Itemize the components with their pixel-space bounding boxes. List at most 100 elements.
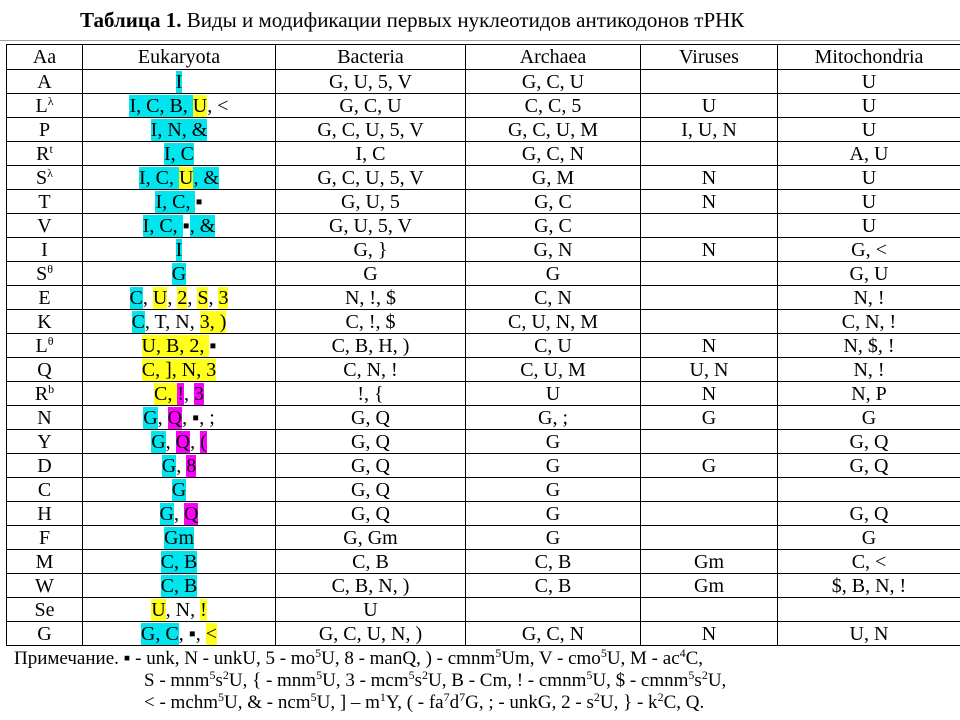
cell-archaea: C, U, M — [465, 357, 641, 382]
highlighted-segment: Q — [184, 502, 199, 525]
cell-eukaryota: I, C, U, & — [82, 165, 276, 190]
cell-archaea: G — [465, 525, 641, 550]
cell-mitochondria: G, Q — [777, 501, 960, 526]
cell-aa: I — [6, 237, 83, 262]
table-row: Lθ U, B, 2, ▪ C, B, H, ) C, U N N, $, ! — [6, 333, 960, 358]
aa-code: L — [35, 334, 48, 357]
cell-bacteria: G, Q — [275, 453, 466, 478]
plain-segment: ▪ — [182, 214, 190, 237]
aa-superscript: b — [48, 381, 55, 396]
plain-segment: , N, — [165, 598, 201, 621]
note-text: s — [215, 670, 223, 691]
nucleotide-table: Aa Eukaryota Bacteria Archaea Viruses Mi… — [6, 44, 960, 646]
cell-archaea: C, U, N, M — [465, 309, 641, 334]
cell-bacteria: G, C, U, N, ) — [275, 621, 466, 646]
cell-archaea: G — [465, 261, 641, 286]
note-text: < - mchm — [144, 692, 219, 713]
note-text: U, { - mnm — [228, 670, 317, 691]
plain-segment: , ▪, ; — [182, 406, 215, 429]
highlighted-segment: U — [151, 598, 166, 621]
highlighted-segment: C, ], N, 3 — [141, 358, 217, 381]
highlighted-segment: G — [171, 478, 187, 501]
cell-mitochondria: U — [777, 69, 960, 94]
aa-code: S — [36, 166, 48, 189]
note-line: Примечание. ▪ - unk, N - unkU, 5 - mo5U,… — [14, 647, 954, 670]
note-superscript: 5 — [209, 668, 216, 682]
cell-aa: W — [6, 573, 83, 598]
cell-mitochondria: U — [777, 165, 960, 190]
table-row: H G, Q G, Q G G, Q — [6, 501, 960, 526]
aa-superscript: λ — [47, 165, 53, 180]
note-label: Примечание. — [14, 648, 119, 669]
plain-segment: , — [165, 430, 176, 453]
plain-segment: , — [176, 454, 187, 477]
aa-superscript: t — [49, 141, 53, 156]
plain-segment: , T, N, — [144, 310, 200, 333]
note-superscript: 5 — [586, 668, 593, 682]
cell-bacteria: G, U, 5, V — [275, 69, 466, 94]
table-row: Se U, N, ! U — [6, 597, 960, 622]
header-viruses: Viruses — [640, 44, 778, 70]
note-superscript: 5 — [688, 668, 695, 682]
cell-archaea: G — [465, 453, 641, 478]
cell-mitochondria — [777, 597, 960, 622]
plain-segment: ▪ — [209, 334, 217, 357]
cell-eukaryota: C, B — [82, 573, 276, 598]
cell-viruses — [640, 477, 778, 502]
cell-eukaryota: G — [82, 477, 276, 502]
aa-code: N — [37, 406, 52, 429]
cell-bacteria: N, !, $ — [275, 285, 466, 310]
table-row: D G, 8 G, Q G G G, Q — [6, 453, 960, 478]
cell-viruses: Gm — [640, 549, 778, 574]
highlighted-segment: C — [131, 310, 145, 333]
aa-code: H — [37, 502, 52, 525]
table-row: K C, T, N, 3, ) C, !, $ C, U, N, M C, N, ! — [6, 309, 960, 334]
cell-archaea: C, B — [465, 573, 641, 598]
table-number: Таблица 1. — [80, 8, 182, 32]
cell-viruses: N — [640, 237, 778, 262]
highlighted-segment: < — [205, 622, 218, 645]
cell-bacteria: U — [275, 597, 466, 622]
cell-aa: F — [6, 525, 83, 550]
cell-viruses: N — [640, 165, 778, 190]
highlighted-segment: C, B — [160, 574, 198, 597]
highlighted-segment: S — [197, 286, 209, 309]
cell-mitochondria: G, Q — [777, 453, 960, 478]
table-row: Rt I, C I, C G, C, N A, U — [6, 141, 960, 166]
plain-segment: , — [208, 286, 219, 309]
aa-code: P — [38, 118, 51, 141]
aa-superscript: λ — [47, 93, 54, 108]
cell-viruses: U — [640, 93, 778, 118]
note-text: U, — [707, 670, 727, 691]
table-caption: Таблица 1. Виды и модификации первых нук… — [0, 0, 960, 44]
aa-code: W — [35, 574, 54, 597]
cell-archaea — [465, 597, 641, 622]
highlighted-segment: I, N, & — [150, 118, 208, 141]
cell-viruses: Gm — [640, 573, 778, 598]
note-superscript: 2 — [593, 690, 600, 704]
cell-aa: T — [6, 189, 83, 214]
highlighted-segment: G — [159, 502, 174, 525]
note-superscript: 1 — [379, 690, 386, 704]
aa-code: K — [37, 310, 52, 333]
highlighted-segment: 3 — [218, 286, 229, 309]
note-text: G, ; - unkG, 2 - s — [465, 692, 594, 713]
cell-aa: G — [6, 621, 83, 646]
table-row: F Gm G, Gm G G — [6, 525, 960, 550]
note-superscript: 5 — [218, 690, 225, 704]
cell-viruses: N — [640, 381, 778, 406]
cell-eukaryota: I, C — [82, 141, 276, 166]
cell-bacteria: !, { — [275, 381, 466, 406]
aa-code: F — [38, 526, 51, 549]
aa-code: Q — [37, 358, 52, 381]
cell-archaea: C, U — [465, 333, 641, 358]
table-row: G G, C, ▪, < G, C, U, N, ) G, C, N N U, N — [6, 621, 960, 646]
highlighted-segment: U, B, 2, — [141, 334, 210, 357]
header-mitochondria: Mitochondria — [777, 44, 960, 70]
cell-archaea: C, B — [465, 549, 641, 574]
cell-aa: Lθ — [6, 333, 83, 358]
